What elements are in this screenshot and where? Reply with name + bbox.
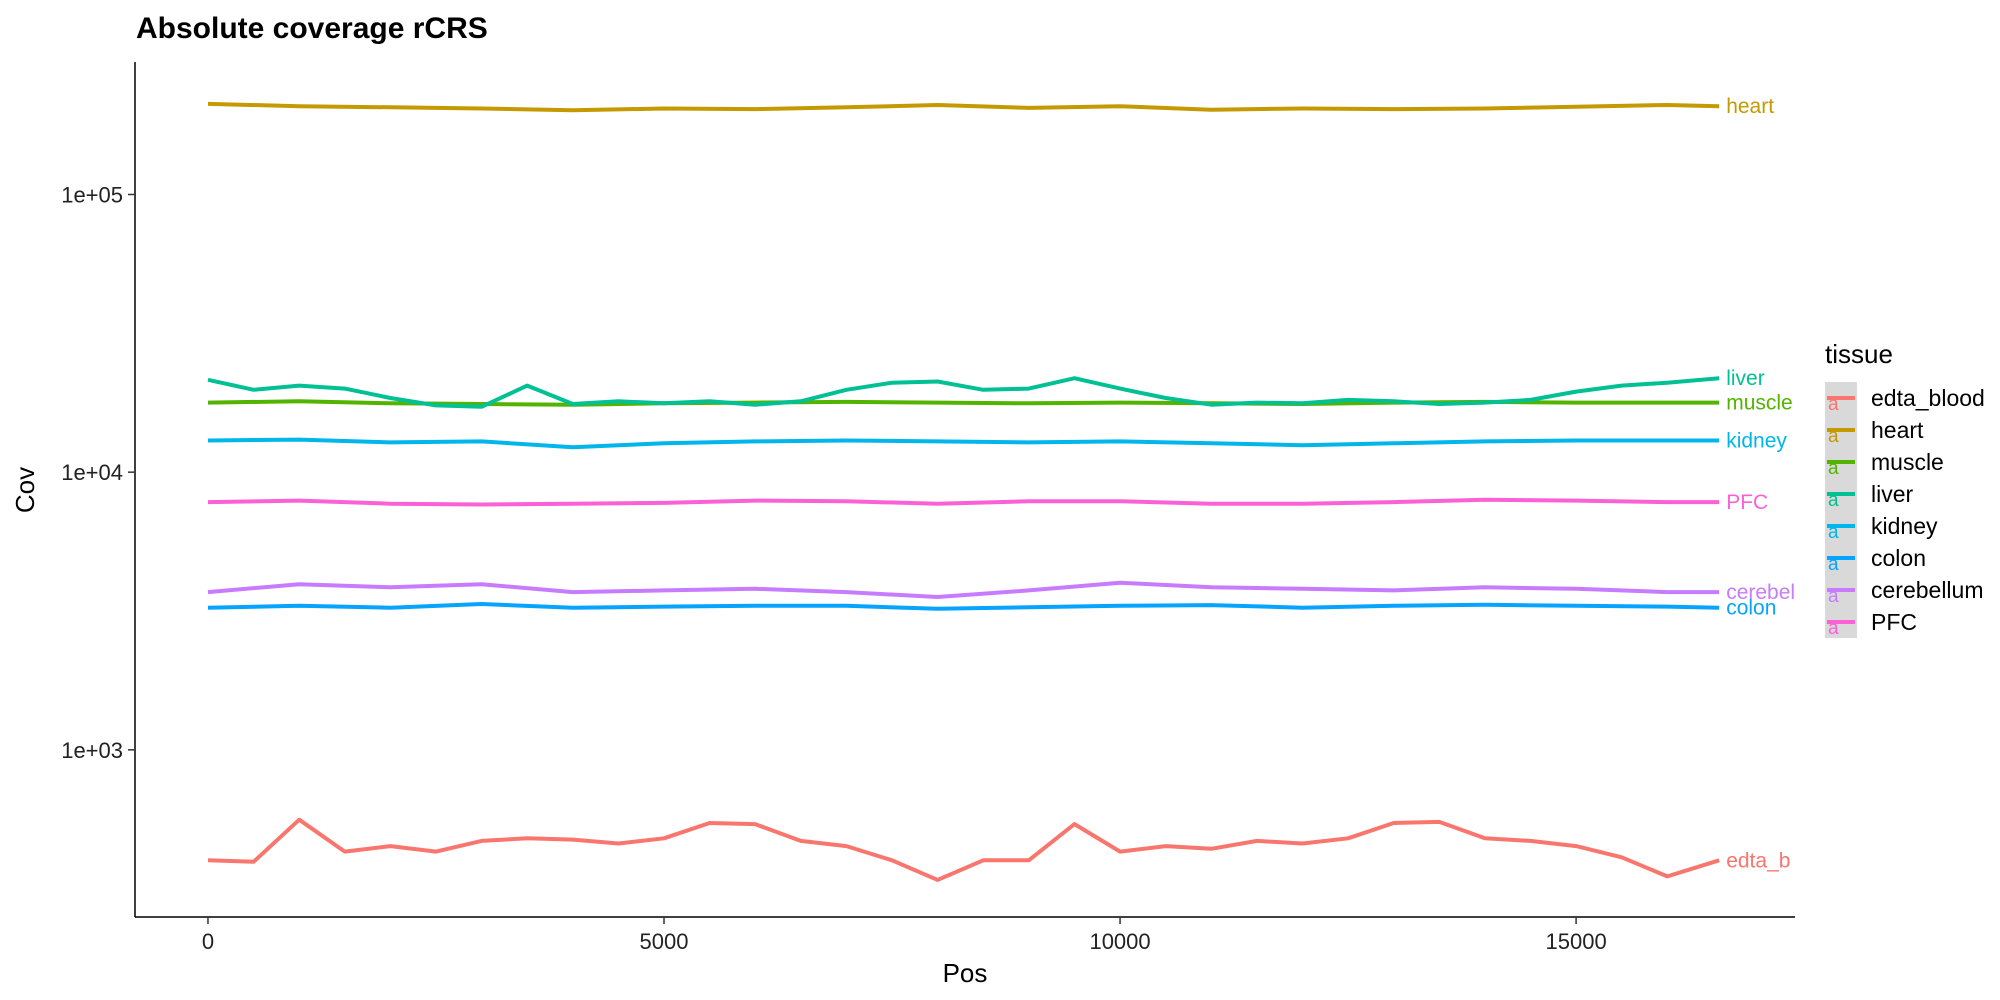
series-line-edta_blood: [207, 817, 1720, 882]
end-label-PFC: PFC: [1726, 491, 1768, 514]
legend-key-glyph: a: [1828, 426, 1839, 447]
end-label-cerebellum: cerebellum: [1726, 581, 1829, 604]
y-axis-ticks: 1e+03 1e+04 1e+05: [61, 182, 135, 763]
plot-lines: [207, 101, 1720, 882]
legend-key-glyph: a: [1828, 586, 1839, 607]
x-axis-ticks: 0 5000 10000 15000: [202, 917, 1607, 954]
end-label-liver: liver: [1726, 367, 1765, 390]
chart-title: Absolute coverage rCRS: [136, 12, 488, 45]
y-tick-label: 1e+03: [61, 738, 123, 763]
legend-key-glyph: a: [1828, 554, 1839, 575]
series-line-liver: [207, 376, 1720, 409]
x-tick-label: 5000: [640, 929, 689, 954]
legend-key-glyph: a: [1828, 618, 1839, 639]
legend-key-glyph: a: [1828, 522, 1839, 543]
legend-label-liver: liver: [1871, 481, 1914, 507]
end-label-kidney: kidney: [1726, 430, 1787, 453]
legend-label-cerebellum: cerebellum: [1871, 577, 1984, 603]
series-line-colon: [207, 602, 1720, 611]
legend-key-glyph: a: [1828, 394, 1839, 415]
legend-label-heart: heart: [1871, 417, 1924, 443]
x-axis-title: Pos: [943, 958, 988, 988]
legend-key-glyph: a: [1828, 490, 1839, 511]
x-tick-label: 0: [202, 929, 214, 954]
end-label-edta_blood: edta_b: [1726, 849, 1790, 872]
series-line-PFC: [207, 497, 1720, 507]
series-line-cerebellum: [207, 580, 1720, 599]
legend-label-edta_blood: edta_blood: [1871, 385, 1985, 411]
end-label-muscle: muscle: [1726, 392, 1793, 415]
legend-label-PFC: PFC: [1871, 609, 1917, 635]
series-line-heart: [207, 101, 1720, 113]
x-tick-label: 15000: [1546, 929, 1607, 954]
legend-key-glyph: a: [1828, 458, 1839, 479]
legend-label-muscle: muscle: [1871, 449, 1944, 475]
series-line-kidney: [207, 437, 1720, 450]
y-tick-label: 1e+04: [61, 460, 123, 485]
legend-title: tissue: [1825, 339, 1893, 369]
end-label-heart: heart: [1726, 95, 1774, 118]
x-tick-label: 10000: [1089, 929, 1150, 954]
legend-label-kidney: kidney: [1871, 513, 1938, 539]
y-tick-label: 1e+05: [61, 182, 123, 207]
y-axis-title: Cov: [10, 467, 40, 513]
end-label-colon: colon: [1726, 597, 1776, 620]
legend-key-background: [1825, 382, 1857, 638]
legend-label-colon: colon: [1871, 545, 1926, 571]
